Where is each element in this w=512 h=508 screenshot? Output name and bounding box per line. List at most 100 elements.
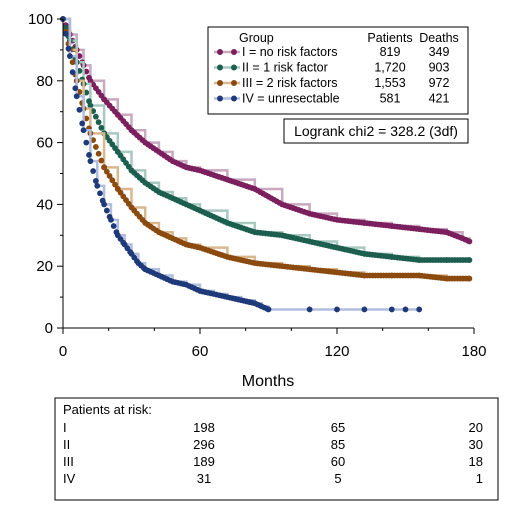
curve-point bbox=[69, 59, 76, 66]
risk-value: 65 bbox=[331, 420, 345, 435]
curve-point bbox=[106, 173, 113, 179]
curve-point bbox=[65, 45, 72, 52]
curve-point bbox=[101, 201, 107, 208]
risk-group-label: IV bbox=[63, 471, 76, 486]
risk-table-box bbox=[54, 397, 499, 501]
x-axis-ticks: 0 60 120 180 bbox=[59, 328, 487, 360]
legend-deaths: 349 bbox=[429, 45, 450, 59]
risk-group-label: I bbox=[63, 420, 67, 435]
legend-patients: 581 bbox=[380, 92, 401, 106]
legend-row: III = 2 risk factors 1,553 972 bbox=[214, 76, 449, 90]
curve-point bbox=[402, 306, 409, 313]
curve-point bbox=[108, 216, 114, 223]
curve-point bbox=[80, 127, 87, 134]
curve-point bbox=[69, 69, 76, 76]
risk-table-rows: I 198 65 20 II 296 85 30 III 189 60 18 IV 31 5 1 bbox=[63, 420, 483, 486]
risk-table: Patients at risk: I 198 65 20 II 296 85 30 III 18… bbox=[54, 397, 499, 501]
curve-point bbox=[83, 139, 90, 146]
curve-point bbox=[90, 137, 97, 144]
y-tick-label: 80 bbox=[36, 73, 53, 90]
curve-point bbox=[92, 113, 99, 120]
risk-row: I 198 65 20 bbox=[63, 420, 483, 435]
curve-point bbox=[94, 182, 101, 189]
legend-label: I = no risk factors bbox=[242, 45, 338, 59]
curve-point bbox=[112, 181, 118, 188]
risk-value: 198 bbox=[193, 420, 215, 435]
risk-value: 85 bbox=[331, 437, 345, 452]
curve-point bbox=[98, 157, 105, 164]
curve-point bbox=[334, 306, 340, 313]
curve-point bbox=[76, 106, 83, 113]
legend-patients: 1,720 bbox=[374, 61, 405, 75]
curve-point bbox=[361, 306, 368, 313]
legend-swatch-dot bbox=[217, 80, 223, 86]
risk-value: 1 bbox=[476, 471, 483, 486]
legend-deaths: 421 bbox=[429, 92, 450, 106]
legend-swatch-dot bbox=[231, 95, 237, 102]
legend-rows: I = no risk factors 819 349 II = 1 risk fac… bbox=[214, 45, 449, 106]
risk-row: IV 31 5 1 bbox=[63, 471, 483, 486]
curve-point bbox=[388, 306, 395, 313]
series-1 bbox=[60, 16, 473, 245]
risk-value: 60 bbox=[331, 454, 345, 469]
legend-box bbox=[207, 26, 469, 115]
curve-point bbox=[95, 150, 102, 157]
legend-row: IV = unresectable 581 421 bbox=[214, 92, 449, 106]
logrank-frame bbox=[283, 118, 469, 144]
logrank-box: Logrank chi2 = 328.2 (3df) bbox=[283, 118, 469, 144]
curve-point bbox=[98, 124, 105, 131]
curve-point bbox=[306, 306, 313, 313]
risk-row: II 296 85 30 bbox=[63, 437, 483, 452]
curve-point bbox=[97, 190, 103, 197]
curve-point bbox=[72, 85, 79, 92]
curve-point bbox=[92, 144, 99, 150]
x-tick-label: 60 bbox=[192, 343, 209, 360]
curve-point bbox=[92, 178, 99, 184]
risk-value: 5 bbox=[334, 471, 341, 486]
risk-value: 189 bbox=[193, 454, 215, 469]
y-tick-label: 40 bbox=[36, 196, 53, 213]
legend-swatch-dot bbox=[217, 64, 223, 71]
legend: Group Patients Deaths I = no risk factor… bbox=[207, 26, 469, 115]
curve-point bbox=[466, 238, 473, 245]
curve-point bbox=[66, 53, 73, 59]
x-tick-label: 0 bbox=[59, 343, 67, 360]
y-axis-ticks: 0 20 40 60 80 100 bbox=[28, 11, 63, 337]
legend-deaths: 903 bbox=[429, 61, 450, 75]
risk-value: 31 bbox=[197, 471, 211, 486]
x-axis-title: Months bbox=[242, 373, 294, 390]
curve-point bbox=[79, 120, 86, 127]
curve-point bbox=[62, 30, 69, 37]
y-tick-label: 60 bbox=[36, 135, 53, 152]
risk-row: III 189 60 18 bbox=[63, 454, 483, 469]
curve-point bbox=[83, 89, 90, 96]
curve-point bbox=[416, 306, 423, 313]
curve-point bbox=[73, 93, 80, 100]
y-tick-label: 100 bbox=[28, 11, 53, 28]
risk-group-label: III bbox=[63, 454, 74, 469]
curve-point bbox=[466, 275, 473, 282]
curve-point bbox=[95, 119, 102, 126]
survival-curves bbox=[60, 16, 473, 313]
curve-point bbox=[86, 152, 92, 158]
curve-point bbox=[101, 164, 107, 171]
curve-point bbox=[466, 257, 473, 263]
risk-value: 30 bbox=[469, 437, 483, 452]
curve-point bbox=[90, 168, 97, 174]
risk-table-title: Patients at risk: bbox=[63, 402, 152, 417]
legend-patients: 1,553 bbox=[374, 76, 405, 90]
curve-point bbox=[87, 102, 94, 109]
risk-group-label: II bbox=[63, 437, 70, 452]
curve-point bbox=[110, 223, 117, 229]
legend-swatch-dot bbox=[231, 80, 237, 86]
curve-point bbox=[265, 306, 272, 313]
curve-point bbox=[83, 115, 90, 122]
legend-swatch-dot bbox=[217, 49, 223, 55]
curve-point bbox=[83, 68, 90, 75]
curve-point bbox=[109, 177, 116, 184]
legend-swatch-dot bbox=[231, 64, 237, 71]
legend-header-deaths: Deaths bbox=[419, 31, 459, 45]
curve-point bbox=[90, 108, 97, 114]
